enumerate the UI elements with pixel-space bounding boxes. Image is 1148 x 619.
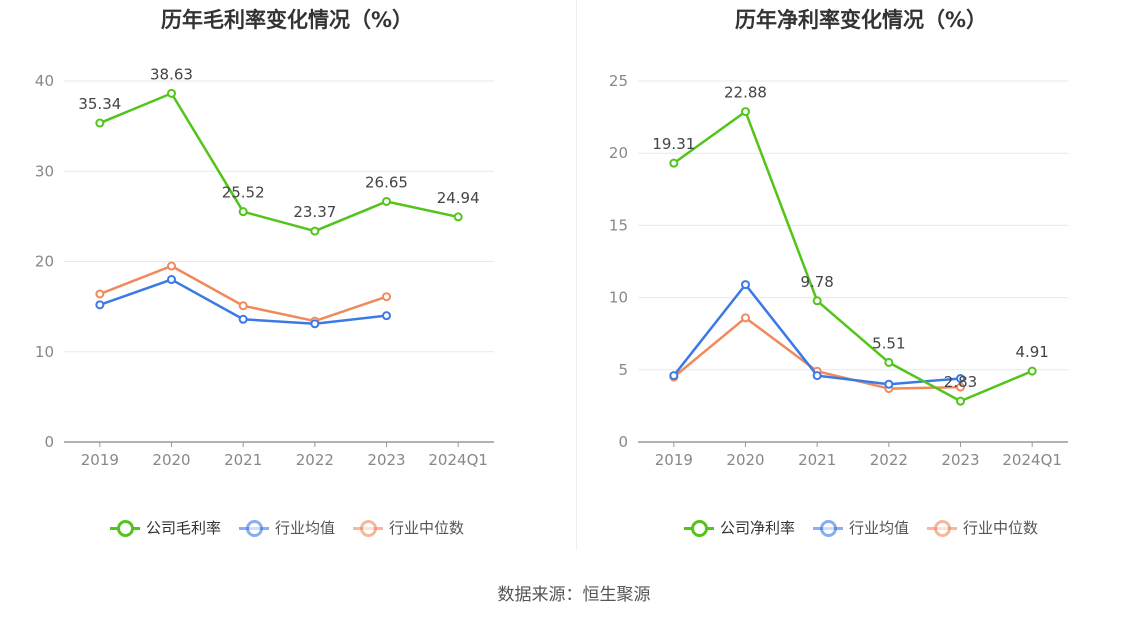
data-label: 5.51 xyxy=(872,334,905,352)
legend-label: 行业中位数 xyxy=(963,519,1039,537)
y-tick-label: 15 xyxy=(609,216,628,234)
legend-label: 公司毛利率 xyxy=(145,519,221,537)
panel-divider xyxy=(576,0,577,550)
y-tick-label: 10 xyxy=(609,289,628,307)
y-tick-label: 0 xyxy=(618,433,628,451)
data-point xyxy=(95,300,105,310)
x-tick-label: 2024Q1 xyxy=(428,451,488,469)
x-tick-label: 2020 xyxy=(726,451,764,469)
legend-marker-icon xyxy=(683,519,714,537)
data-point xyxy=(884,357,894,367)
data-point xyxy=(956,396,965,406)
legend-item[interactable]: 行业均值 xyxy=(238,517,335,538)
gross-margin-chart-panel: 0 10 20 30 40 2019 2020 2021 2022 2023 2024Q1 35.34… xyxy=(0,0,574,560)
x-tick-label: 2022 xyxy=(296,451,334,469)
data-label: 26.65 xyxy=(365,173,408,191)
legend-label: 公司净利率 xyxy=(719,519,795,537)
chart-title: 历年毛利率变化情况（%） xyxy=(160,8,414,32)
data-point xyxy=(382,311,391,321)
data-label: 38.63 xyxy=(150,65,193,83)
net-margin-chart: 0 5 10 15 20 25 2019 2020 2021 2022 2023 2024Q1 19.3… xyxy=(609,72,1068,469)
data-point xyxy=(669,371,679,381)
y-tick-label: 20 xyxy=(35,253,54,271)
data-source-note: 数据来源：恒生聚源 xyxy=(497,585,651,605)
data-point xyxy=(741,280,750,290)
x-tick-label: 2020 xyxy=(152,451,190,469)
data-point xyxy=(382,292,391,302)
gross-margin-chart: 0 10 20 30 40 2019 2020 2021 2022 2023 2024Q1 35.34… xyxy=(35,65,494,469)
data-point xyxy=(812,296,822,306)
legend-label: 行业均值 xyxy=(848,519,909,537)
data-point xyxy=(453,212,463,222)
data-point xyxy=(382,196,391,206)
data-point xyxy=(238,314,248,324)
x-tick-label: 2023 xyxy=(941,451,979,469)
data-point xyxy=(95,118,105,128)
x-tick-label: 2019 xyxy=(81,451,119,469)
y-tick-label: 5 xyxy=(618,361,628,379)
data-label: 9.78 xyxy=(800,273,833,291)
data-point xyxy=(238,207,248,217)
legend-item[interactable]: 行业中位数 xyxy=(927,517,1038,538)
x-tick-label: 2023 xyxy=(367,451,405,469)
net-margin-chart-panel: 0 5 10 15 20 25 2019 2020 2021 2022 2023 2024Q1 19.3… xyxy=(574,0,1148,560)
chart-legend: 公司净利率 行业均值 行业中位数 xyxy=(574,517,1148,538)
x-tick-label: 2021 xyxy=(798,451,836,469)
data-point xyxy=(884,379,894,389)
data-point xyxy=(95,289,105,299)
data-label: 35.34 xyxy=(78,95,121,113)
legend-item[interactable]: 公司毛利率 xyxy=(109,517,221,538)
data-point xyxy=(956,382,965,392)
legend-label: 行业中位数 xyxy=(389,519,465,537)
y-tick-label: 20 xyxy=(609,144,628,162)
x-tick-label: 2024Q1 xyxy=(1002,451,1062,469)
legend-marker-icon xyxy=(109,519,140,537)
data-label: 24.94 xyxy=(437,189,480,207)
chart-legend: 公司毛利率 行业均值 行业中位数 xyxy=(0,517,574,538)
chart-title: 历年净利率变化情况（%） xyxy=(734,8,988,32)
x-tick-label: 2021 xyxy=(224,451,262,469)
data-point xyxy=(167,261,176,271)
legend-marker-icon xyxy=(238,519,269,537)
data-label: 19.31 xyxy=(652,135,695,153)
legend-marker-icon xyxy=(353,519,383,537)
data-point xyxy=(167,88,176,98)
data-point xyxy=(669,158,679,168)
data-point xyxy=(1027,366,1037,376)
y-tick-label: 10 xyxy=(35,343,54,361)
data-point xyxy=(956,373,965,383)
data-label: 22.88 xyxy=(724,84,767,102)
data-label: 4.91 xyxy=(1015,343,1048,361)
legend-item[interactable]: 公司净利率 xyxy=(683,517,795,538)
y-tick-label: 25 xyxy=(609,72,628,90)
data-point xyxy=(238,301,248,311)
data-point xyxy=(310,319,320,329)
data-point xyxy=(741,313,750,323)
y-tick-label: 0 xyxy=(44,433,54,451)
legend-item[interactable]: 行业中位数 xyxy=(353,517,464,538)
legend-item[interactable]: 行业均值 xyxy=(812,517,909,538)
y-tick-label: 40 xyxy=(35,72,54,90)
data-label: 23.37 xyxy=(293,203,336,221)
y-tick-label: 30 xyxy=(35,162,54,180)
series-line xyxy=(99,92,459,233)
x-tick-label: 2022 xyxy=(870,451,908,469)
data-point xyxy=(167,275,176,285)
legend-marker-icon xyxy=(927,519,957,537)
data-point xyxy=(741,107,750,117)
legend-label: 行业均值 xyxy=(274,519,335,537)
series-line xyxy=(99,264,387,323)
data-point xyxy=(310,226,320,236)
data-label: 2.83 xyxy=(944,373,977,391)
x-tick-label: 2019 xyxy=(655,451,693,469)
legend-marker-icon xyxy=(812,519,843,537)
data-point xyxy=(812,371,822,381)
series-line xyxy=(673,110,1033,403)
data-label: 25.52 xyxy=(222,184,265,202)
